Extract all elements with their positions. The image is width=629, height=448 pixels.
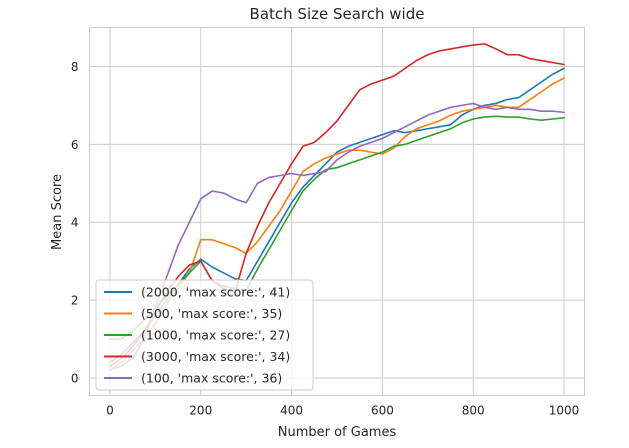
legend-box [95,279,314,391]
legend-label: (3000, 'max score:', 34) [141,349,290,364]
x-axis-label: Number of Games [278,425,397,440]
x-tick-label: 800 [462,404,485,418]
series-line-3 [109,43,565,368]
x-tick-label: 200 [189,404,212,418]
legend-label: (1000, 'max score:', 27) [141,328,290,343]
y-tick-label: 8 [71,60,79,74]
x-tick-label: 0 [106,404,114,418]
y-tick-label: 2 [71,294,79,308]
legend-label: (500, 'max score:', 35) [141,306,282,321]
legend-label: (100, 'max score:', 36) [141,371,282,386]
x-tick-label: 1000 [549,404,580,418]
legend: (2000, 'max score:', 41) (500, 'max score… [95,279,314,391]
series-group [109,43,565,371]
series-line-4 [109,102,565,371]
series-line-0 [109,67,565,364]
x-tick-label: 400 [280,404,303,418]
y-tick-label: 0 [71,371,79,385]
y-tick-label: 4 [71,216,79,230]
legend-label: (2000, 'max score:', 41) [141,285,290,300]
series-line-1 [109,77,565,371]
x-tick-label: 600 [371,404,394,418]
chart-title: Batch Size Search wide [250,5,425,23]
y-tick-labels: 0 2 4 6 8 [71,60,79,386]
y-tick-label: 6 [71,138,79,152]
y-axis-label: Mean Score [50,174,65,250]
series-line-2 [109,115,565,340]
x-tick-labels: 0 200 400 600 800 1000 [106,404,579,418]
